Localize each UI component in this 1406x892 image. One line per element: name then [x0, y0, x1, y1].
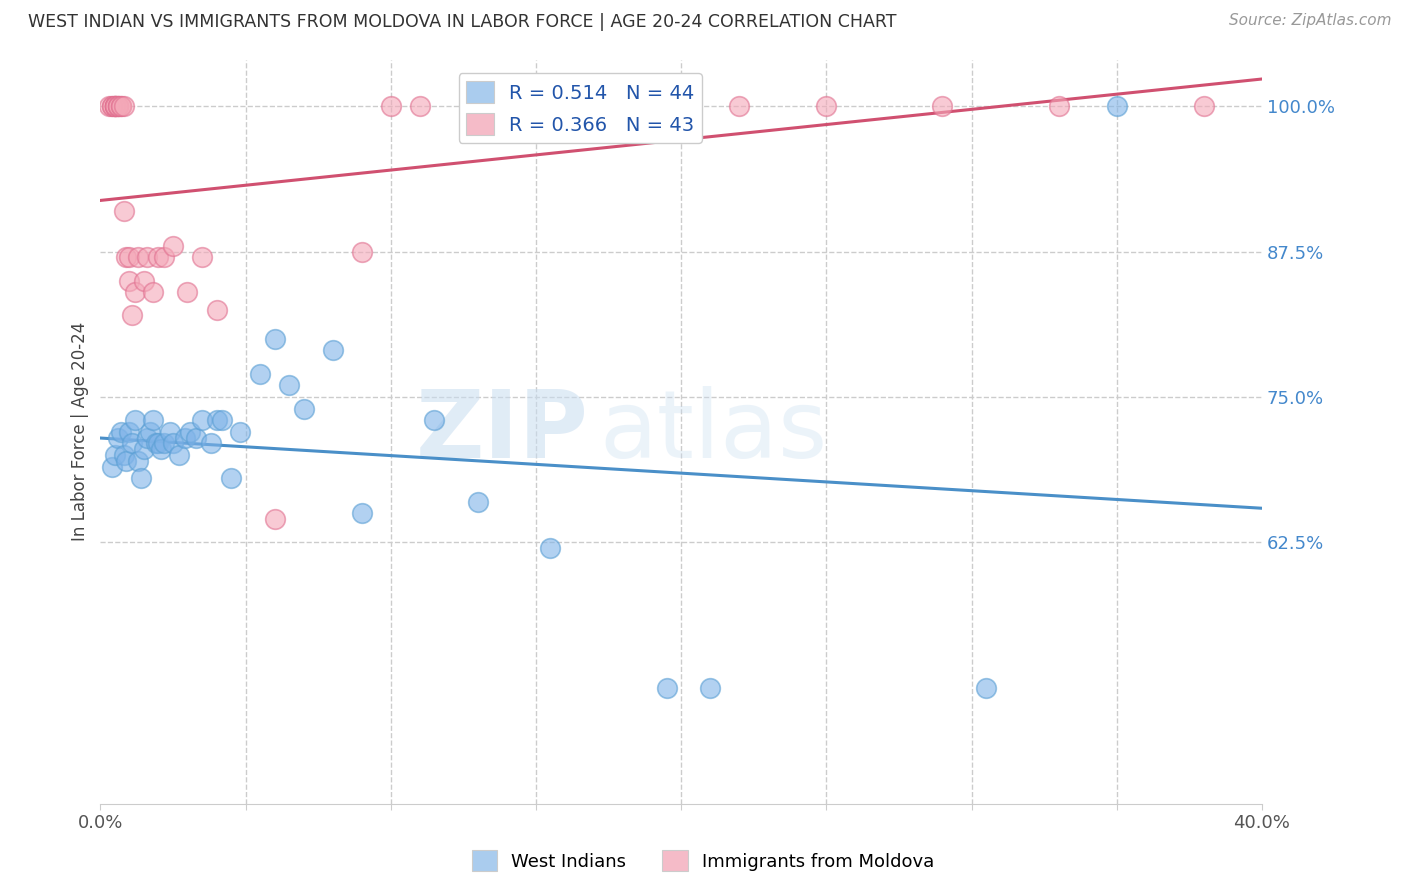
Point — [129, 471, 152, 485]
Point — [263, 332, 285, 346]
Point — [350, 244, 373, 259]
Point — [467, 494, 489, 508]
Point — [162, 238, 184, 252]
Point — [179, 425, 201, 439]
Point — [191, 413, 214, 427]
Point — [162, 436, 184, 450]
Point — [159, 425, 181, 439]
Point — [135, 250, 157, 264]
Point — [409, 99, 432, 113]
Point — [121, 309, 143, 323]
Point — [110, 99, 132, 113]
Point — [107, 99, 129, 113]
Point — [104, 99, 127, 113]
Point — [148, 250, 170, 264]
Point — [132, 274, 155, 288]
Point — [124, 285, 146, 300]
Point — [107, 99, 129, 113]
Point — [153, 250, 176, 264]
Point — [249, 367, 271, 381]
Point — [200, 436, 222, 450]
Point — [205, 302, 228, 317]
Legend: R = 0.514   N = 44, R = 0.366   N = 43: R = 0.514 N = 44, R = 0.366 N = 43 — [458, 73, 702, 144]
Point — [205, 413, 228, 427]
Point — [191, 250, 214, 264]
Text: Source: ZipAtlas.com: Source: ZipAtlas.com — [1229, 13, 1392, 29]
Point — [655, 681, 678, 695]
Point — [104, 99, 127, 113]
Point — [112, 99, 135, 113]
Point — [118, 425, 141, 439]
Point — [350, 506, 373, 520]
Point — [112, 203, 135, 218]
Point — [121, 436, 143, 450]
Point — [115, 250, 138, 264]
Point — [98, 99, 121, 113]
Point — [669, 99, 692, 113]
Point — [815, 99, 838, 113]
Point — [699, 681, 721, 695]
Point — [153, 436, 176, 450]
Point — [142, 413, 165, 427]
Point — [292, 401, 315, 416]
Point — [554, 99, 576, 113]
Point — [107, 431, 129, 445]
Point — [263, 512, 285, 526]
Point — [278, 378, 301, 392]
Point — [467, 99, 489, 113]
Point — [380, 99, 402, 113]
Point — [173, 431, 195, 445]
Point — [229, 425, 252, 439]
Point — [104, 99, 127, 113]
Point — [322, 343, 344, 358]
Point — [974, 681, 997, 695]
Point — [138, 425, 160, 439]
Point — [211, 413, 233, 427]
Point — [728, 99, 751, 113]
Point — [176, 285, 198, 300]
Point — [219, 471, 242, 485]
Point — [1105, 99, 1128, 113]
Point — [107, 99, 129, 113]
Point — [931, 99, 953, 113]
Point — [127, 250, 149, 264]
Point — [423, 413, 446, 427]
Point — [135, 431, 157, 445]
Point — [104, 99, 127, 113]
Legend: West Indians, Immigrants from Moldova: West Indians, Immigrants from Moldova — [464, 843, 942, 879]
Point — [104, 99, 127, 113]
Point — [110, 425, 132, 439]
Text: WEST INDIAN VS IMMIGRANTS FROM MOLDOVA IN LABOR FORCE | AGE 20-24 CORRELATION CH: WEST INDIAN VS IMMIGRANTS FROM MOLDOVA I… — [28, 13, 897, 31]
Point — [145, 436, 167, 450]
Y-axis label: In Labor Force | Age 20-24: In Labor Force | Age 20-24 — [72, 322, 89, 541]
Point — [150, 442, 173, 457]
Point — [101, 99, 124, 113]
Point — [118, 250, 141, 264]
Point — [142, 285, 165, 300]
Point — [104, 448, 127, 462]
Point — [1047, 99, 1070, 113]
Point — [540, 541, 562, 555]
Point — [101, 459, 124, 474]
Point — [112, 448, 135, 462]
Point — [118, 274, 141, 288]
Point — [115, 454, 138, 468]
Text: ZIP: ZIP — [415, 386, 588, 478]
Text: atlas: atlas — [600, 386, 828, 478]
Point — [124, 413, 146, 427]
Point — [101, 99, 124, 113]
Point — [110, 99, 132, 113]
Point — [132, 442, 155, 457]
Point — [127, 454, 149, 468]
Point — [641, 99, 664, 113]
Point — [148, 436, 170, 450]
Point — [167, 448, 190, 462]
Point — [1192, 99, 1215, 113]
Point — [186, 431, 208, 445]
